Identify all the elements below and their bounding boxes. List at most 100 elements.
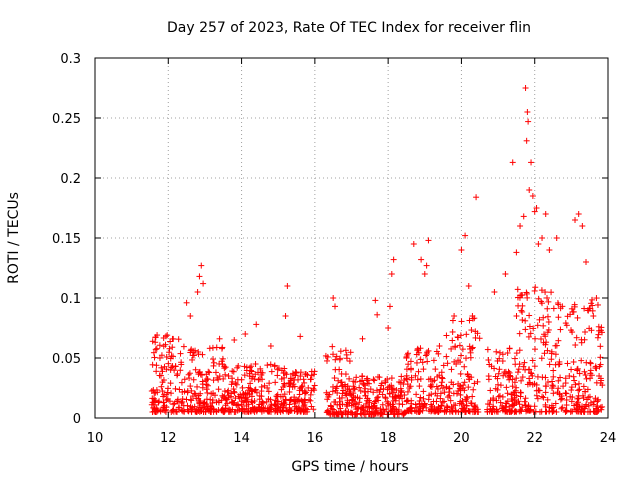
data-point (526, 323, 533, 330)
data-points (148, 85, 606, 418)
data-point (153, 368, 160, 375)
data-point (598, 377, 605, 384)
data-point (225, 394, 232, 401)
grid-lines (95, 58, 608, 418)
data-point (172, 385, 179, 392)
data-point (376, 374, 383, 381)
data-point (493, 348, 500, 355)
data-point (487, 397, 494, 404)
data-point (190, 376, 197, 383)
data-point (184, 402, 191, 409)
data-point (149, 361, 156, 368)
data-point (544, 347, 551, 354)
data-point (571, 377, 578, 384)
data-point (413, 391, 420, 398)
data-point (170, 401, 177, 408)
data-point-outlier (410, 241, 417, 247)
data-point (240, 391, 247, 398)
data-point (187, 383, 194, 390)
data-point (531, 403, 538, 410)
data-point (308, 372, 315, 379)
data-point (408, 376, 415, 383)
data-point (412, 401, 419, 408)
data-point (472, 328, 479, 335)
data-point (191, 352, 198, 359)
data-point (204, 389, 211, 396)
data-point (550, 367, 557, 374)
data-point (521, 359, 528, 366)
data-point (531, 346, 538, 353)
data-point (366, 404, 373, 411)
data-point (286, 383, 293, 390)
data-point (324, 409, 331, 416)
data-point (461, 379, 468, 386)
data-point (444, 394, 451, 401)
data-point-outlier (332, 303, 339, 310)
data-point (555, 361, 562, 368)
data-point (202, 377, 209, 384)
data-point (382, 395, 389, 402)
data-point (564, 313, 571, 320)
data-point (156, 342, 163, 349)
data-point (599, 382, 606, 389)
data-point (192, 366, 199, 373)
data-point (425, 347, 432, 354)
data-point-outlier (546, 247, 553, 253)
data-point (523, 408, 530, 415)
data-point (311, 387, 318, 394)
data-point (405, 350, 412, 357)
data-point (550, 407, 557, 414)
data-point (588, 372, 595, 379)
data-point-outlier (517, 223, 524, 229)
data-point-outlier (372, 297, 379, 304)
data-point (456, 342, 463, 349)
data-point (496, 349, 503, 356)
data-point (538, 287, 545, 294)
data-point-outlier (436, 343, 443, 349)
data-point (166, 398, 173, 405)
data-point (558, 393, 565, 400)
data-point (206, 345, 213, 352)
data-point (367, 386, 374, 393)
data-point (562, 390, 569, 397)
data-point (440, 362, 447, 369)
data-point (156, 355, 163, 362)
data-point (257, 365, 264, 372)
data-point-outlier (465, 283, 472, 289)
data-point (461, 363, 468, 370)
data-point (337, 405, 344, 412)
data-point (590, 408, 597, 415)
data-point (357, 387, 364, 394)
data-point (279, 407, 286, 414)
data-point-outlier (583, 259, 590, 265)
data-point (349, 410, 356, 417)
data-point (347, 349, 354, 356)
data-point (496, 392, 503, 399)
data-point (175, 336, 182, 343)
data-point (195, 392, 202, 399)
data-point (258, 408, 265, 415)
data-point (475, 408, 482, 415)
data-point (280, 383, 287, 390)
data-point (516, 347, 523, 354)
data-point (557, 396, 564, 403)
data-point (248, 393, 255, 400)
data-point (525, 403, 532, 410)
data-point (446, 392, 453, 399)
data-point-outlier (267, 343, 274, 349)
data-point (184, 389, 191, 396)
data-point (154, 332, 161, 339)
data-point (203, 396, 210, 403)
data-point (229, 399, 236, 406)
data-point (245, 408, 252, 415)
data-point (236, 395, 243, 402)
data-point (176, 386, 183, 393)
data-point (281, 391, 288, 398)
data-point (206, 369, 213, 376)
data-point (333, 385, 340, 392)
data-point (167, 355, 174, 362)
data-point-outlier (374, 311, 381, 318)
data-point (153, 345, 160, 352)
data-point (235, 402, 242, 409)
data-point-outlier (529, 193, 536, 199)
